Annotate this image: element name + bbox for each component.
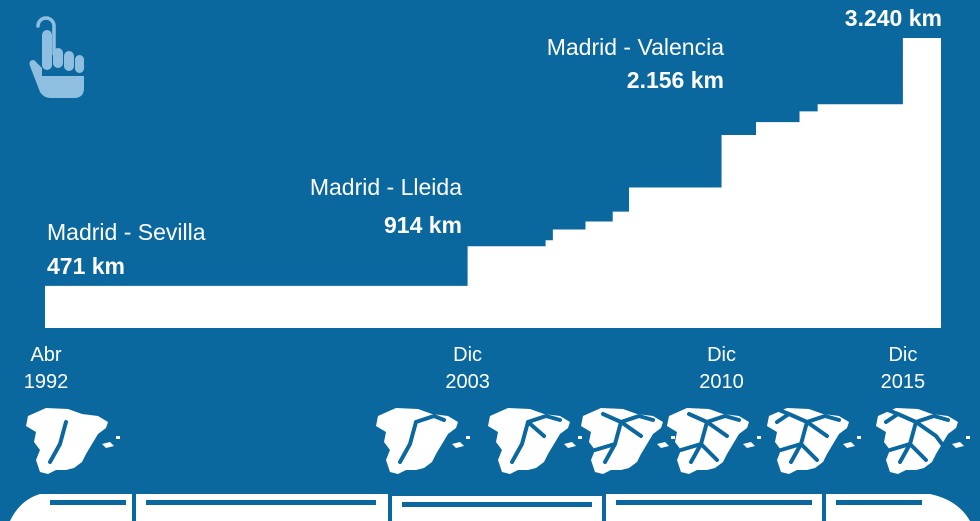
annotation-km: 2.156 km xyxy=(627,67,724,93)
annotations: Madrid - Sevilla 471 km Madrid - Lleida 914… xyxy=(47,5,942,279)
annotation-km: 3.240 km xyxy=(845,5,942,31)
x-tick-label: 1992 xyxy=(24,371,69,393)
spain-network-map-icon xyxy=(488,408,582,474)
x-tick-label: Dic xyxy=(888,344,917,366)
network-length-area xyxy=(45,38,941,328)
x-axis-ticks: Abr 1992 Dic 2003 Dic 2010 Dic 2015 xyxy=(24,344,925,393)
annotation-route: Madrid - Valencia xyxy=(547,34,724,60)
x-tick-label: Abr xyxy=(30,344,61,366)
spain-network-map-icon xyxy=(767,408,861,474)
annotation-km: 471 km xyxy=(47,253,125,279)
high-speed-train-icon xyxy=(10,494,970,521)
x-tick-label: Dic xyxy=(707,344,736,366)
x-tick-label: 2010 xyxy=(699,371,744,393)
spain-network-map-icon xyxy=(581,408,675,474)
spain-network-map-icon xyxy=(376,408,470,474)
annotation-km: 914 km xyxy=(384,212,462,238)
x-tick-label: 2003 xyxy=(445,371,490,393)
annotation-route: Madrid - Sevilla xyxy=(47,219,206,245)
spain-network-map-icon xyxy=(26,408,120,474)
tap-hand-icon[interactable] xyxy=(29,16,85,98)
spain-network-map-icon xyxy=(876,408,970,474)
spain-network-map-icon xyxy=(667,408,761,474)
x-tick-label: Dic xyxy=(453,344,482,366)
x-tick-label: 2015 xyxy=(881,371,926,393)
network-maps xyxy=(26,408,970,474)
annotation-route: Madrid - Lleida xyxy=(310,174,462,200)
